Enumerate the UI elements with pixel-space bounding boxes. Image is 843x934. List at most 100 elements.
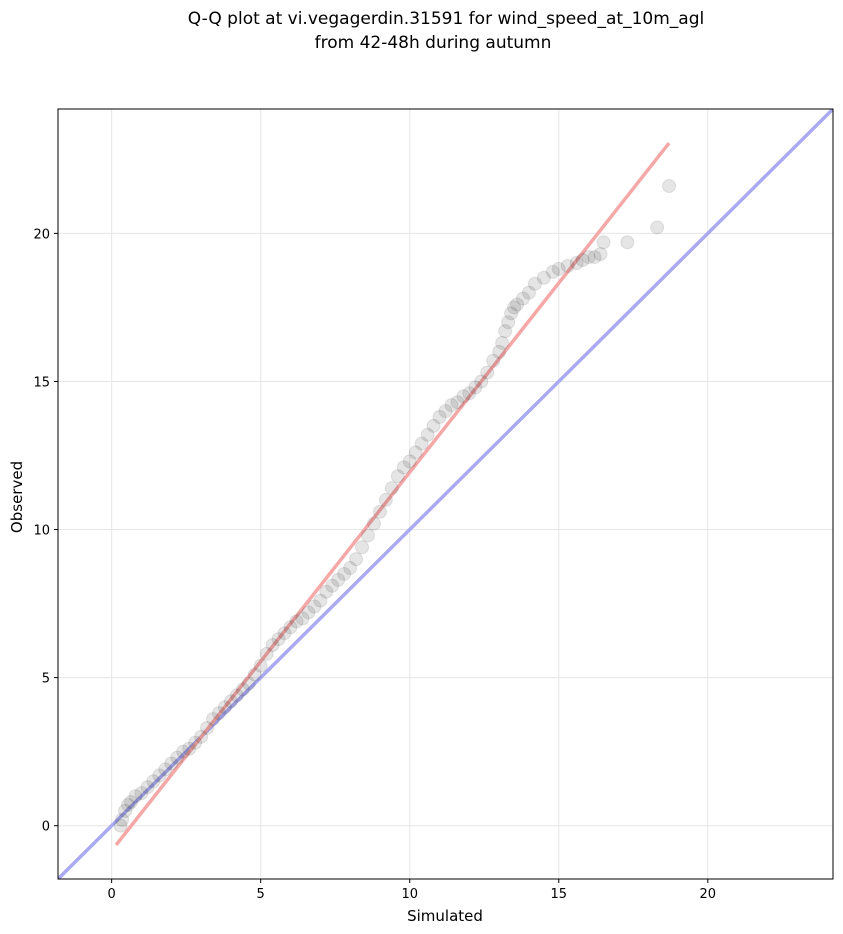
data-point [277, 626, 292, 641]
data-point [128, 789, 143, 804]
x-tick-label-2: 10 [401, 887, 418, 902]
data-point [474, 374, 489, 389]
data-point [325, 578, 340, 593]
data-point [507, 300, 522, 315]
data-point [176, 744, 191, 759]
x-tick-label-4: 20 [700, 887, 717, 902]
data-point [504, 306, 519, 321]
data-point [259, 646, 274, 661]
data-point [420, 427, 435, 442]
data-point [307, 599, 322, 614]
data-point [545, 264, 560, 279]
data-point [444, 398, 459, 413]
data-point [593, 247, 608, 262]
data-point [223, 694, 238, 709]
data-point [331, 572, 346, 587]
x-axis-label: Simulated [407, 907, 483, 925]
data-point [124, 795, 139, 809]
data-point [349, 552, 364, 567]
data-point [361, 528, 375, 543]
data-point [253, 658, 268, 673]
y-tick-label-1: 5 [42, 672, 50, 687]
data-point [355, 540, 370, 555]
data-point [414, 436, 429, 451]
data-point [158, 762, 173, 777]
data-point [402, 454, 417, 469]
data-point [390, 469, 405, 484]
data-point [492, 344, 507, 359]
x-tick-label-1: 5 [257, 887, 265, 902]
x-tick-label-3: 15 [550, 887, 567, 902]
grid-lines [58, 109, 833, 879]
data-point [271, 632, 286, 647]
data-point [229, 688, 244, 703]
data-point [152, 768, 167, 783]
data-point [140, 780, 155, 795]
data-point [378, 492, 393, 507]
data-point [235, 682, 250, 697]
data-point [247, 667, 262, 682]
data-point [313, 593, 328, 608]
data-point [113, 818, 128, 833]
data-point [456, 389, 471, 404]
data-point [241, 676, 256, 691]
y-tick-label-0: 0 [42, 820, 50, 835]
data-point [495, 335, 510, 350]
data-point [426, 418, 441, 433]
data-point [596, 235, 611, 250]
data-point [295, 611, 310, 626]
data-point [516, 291, 530, 306]
data-point [480, 365, 495, 380]
data-point [283, 620, 298, 635]
data-point [587, 250, 602, 265]
data-point [194, 729, 209, 744]
data-point [301, 605, 316, 620]
data-point [188, 735, 203, 750]
y-tick-label-2: 10 [33, 524, 50, 539]
data-point [527, 276, 542, 291]
data-point [118, 803, 133, 818]
data-point [468, 380, 483, 395]
y-axis-label: Observed [8, 461, 26, 533]
fit-line [114, 141, 671, 847]
data-point [211, 706, 226, 721]
data-point [560, 258, 575, 273]
data-point [200, 720, 215, 735]
reference-lines [58, 109, 833, 879]
chart-title-line-2: from 42-48h during autumn [315, 33, 552, 53]
data-point [319, 584, 334, 599]
data-point [438, 404, 453, 419]
data-point [581, 250, 596, 265]
axis-ticks: 0 5 10 15 20 0 5 10 15 20 [33, 227, 716, 902]
data-point [408, 445, 423, 460]
data-point [217, 700, 232, 715]
data-point [620, 235, 635, 250]
data-point [650, 220, 665, 235]
data-point [182, 741, 197, 756]
data-point [265, 638, 280, 653]
identity-line [58, 109, 833, 879]
data-point [343, 561, 358, 576]
data-point [396, 460, 411, 475]
data-point [206, 712, 220, 727]
data-point [289, 614, 304, 629]
data-point [486, 353, 501, 368]
chart-title-line-1: Q-Q plot at vi.vegagerdin.31591 for wind… [188, 9, 704, 29]
y-tick-label-4: 20 [33, 227, 50, 242]
data-point [521, 285, 536, 300]
data-point [337, 566, 352, 581]
data-point [146, 774, 161, 789]
data-point [170, 750, 185, 765]
data-point [134, 786, 149, 801]
data-point [510, 297, 525, 312]
data-point [462, 386, 477, 401]
data-points [113, 179, 677, 833]
x-tick-label-0: 0 [108, 887, 116, 902]
data-point [536, 270, 551, 285]
plot-frame [57, 108, 834, 880]
data-point [501, 315, 516, 330]
y-tick-label-3: 15 [33, 375, 50, 390]
data-point [121, 797, 136, 812]
data-point [551, 261, 566, 276]
